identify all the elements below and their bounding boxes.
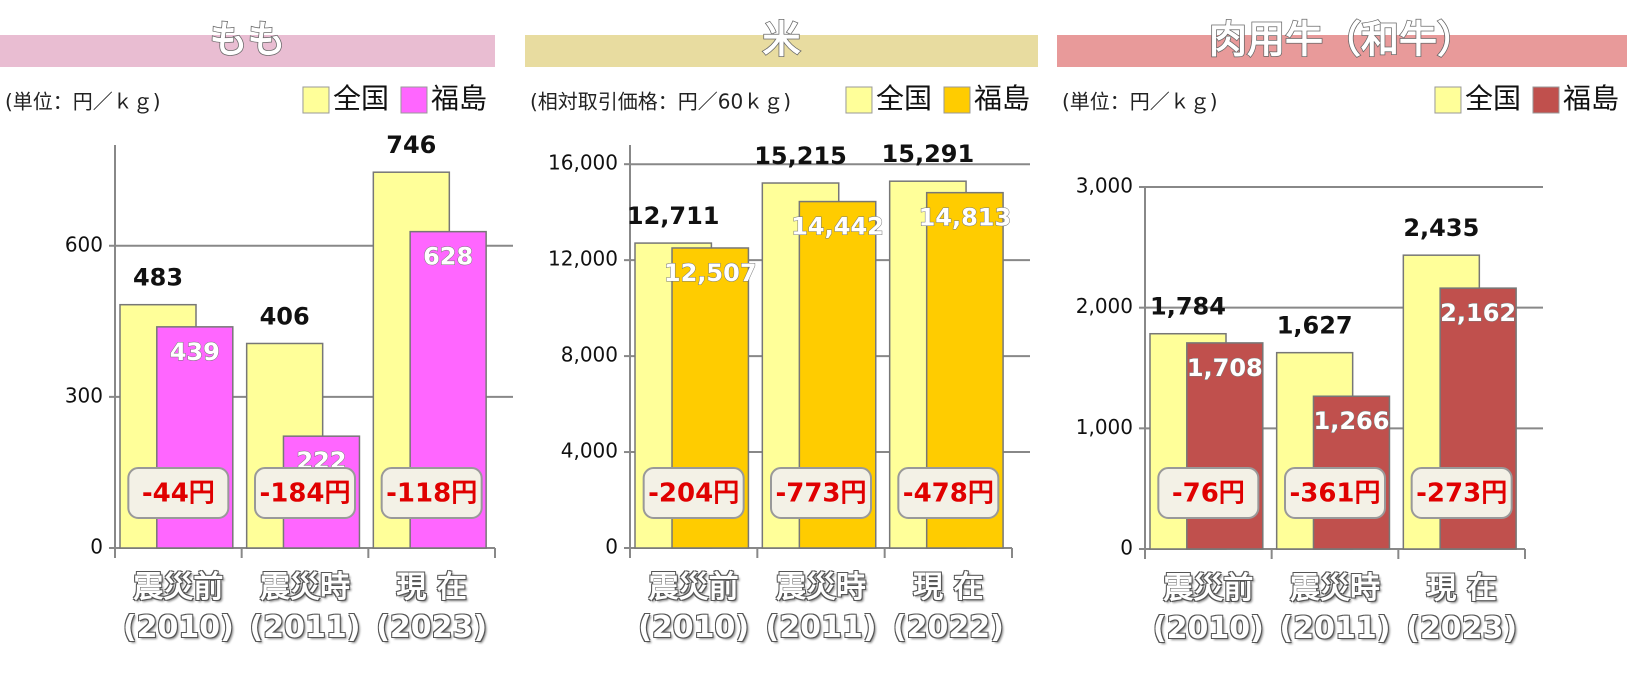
data-label: 1,784 <box>1150 293 1226 321</box>
x-tick-label: 震災前 (2010) <box>122 570 234 645</box>
x-tick-label: 現 在 (2023) <box>1406 571 1518 646</box>
data-label: 1,708 <box>1187 354 1263 382</box>
legend-label: 全国 <box>333 82 389 115</box>
annotation: -478円 <box>903 479 994 509</box>
legend-swatch <box>1434 86 1462 114</box>
y-tick-label: 8,000 <box>561 343 618 367</box>
data-label: 2,162 <box>1440 299 1516 327</box>
legend-label: 福島 <box>431 82 487 115</box>
data-label: 483 <box>133 264 183 292</box>
y-tick-label: 2,000 <box>1076 294 1133 318</box>
title-bar <box>0 35 495 67</box>
data-label: 12,507 <box>664 259 757 287</box>
y-tick-label: 600 <box>65 232 103 256</box>
annotation: -273円 <box>1416 479 1507 509</box>
legend-swatch <box>302 86 330 114</box>
y-tick-label: 0 <box>90 535 103 559</box>
y-tick-label: 1,000 <box>1076 415 1133 439</box>
y-tick-label: 0 <box>1120 536 1133 560</box>
legend-label: 全国 <box>1465 82 1521 115</box>
y-tick-label: 3,000 <box>1076 174 1133 198</box>
annotation: -76円 <box>1172 479 1245 509</box>
y-tick-label: 300 <box>65 383 103 407</box>
title-bar <box>525 35 1038 67</box>
annotation-box <box>380 467 483 519</box>
annotation-box <box>1157 467 1260 519</box>
legend-swatch <box>845 86 873 114</box>
x-tick-label: 震災前 (2010) <box>638 570 750 645</box>
data-label: 15,291 <box>882 140 975 168</box>
annotation: -184円 <box>259 479 350 509</box>
data-label: 15,215 <box>754 142 847 170</box>
annotation: -204円 <box>648 479 739 509</box>
annotation-box <box>897 467 1000 519</box>
annotation-box <box>254 467 356 519</box>
annotation-box <box>1410 467 1513 519</box>
annotation: -118円 <box>386 479 477 509</box>
data-label: 14,813 <box>919 204 1012 232</box>
annotation-box <box>770 467 872 519</box>
data-label: 14,442 <box>791 213 884 241</box>
data-label: 628 <box>423 243 473 271</box>
chart-title: 米 <box>762 18 800 62</box>
annotation-box <box>642 467 745 519</box>
data-label: 406 <box>260 302 310 330</box>
annotation: -361円 <box>1289 479 1380 509</box>
legend-label: 福島 <box>974 82 1030 115</box>
x-tick-label: 震災時 (2011) <box>249 570 361 645</box>
data-label: 439 <box>170 338 220 366</box>
x-tick-label: 現 在 (2022) <box>892 570 1004 645</box>
x-tick-label: 現 在 (2023) <box>376 570 488 645</box>
legend-swatch <box>400 86 428 114</box>
legend-swatch <box>943 86 971 114</box>
annotation: -773円 <box>775 479 866 509</box>
unit-label: (相対取引価格：円／60ｋｇ) <box>530 90 791 114</box>
chart-title: 肉用牛（和牛） <box>1209 18 1475 62</box>
annotation: -44円 <box>142 479 215 509</box>
title-bar <box>1057 35 1627 67</box>
unit-label: (単位：円／ｋｇ) <box>1062 90 1218 114</box>
y-tick-label: 16,000 <box>548 151 618 175</box>
data-label: 1,266 <box>1314 407 1390 435</box>
data-label: 746 <box>386 131 436 159</box>
data-label: 2,435 <box>1403 214 1479 242</box>
annotation-box <box>127 467 230 519</box>
y-tick-label: 4,000 <box>561 439 618 463</box>
data-label: 12,711 <box>627 202 720 230</box>
legend-label: 福島 <box>1563 82 1619 115</box>
annotation-box <box>1284 467 1386 519</box>
legend-label: 全国 <box>876 82 932 115</box>
x-tick-label: 震災時 (2011) <box>1279 571 1391 646</box>
chart-title: もも <box>209 18 285 62</box>
legend-swatch <box>1532 86 1560 114</box>
unit-label: (単位：円／ｋｇ) <box>5 90 161 114</box>
y-tick-label: 0 <box>605 535 618 559</box>
data-label: 1,627 <box>1277 312 1353 340</box>
y-tick-label: 12,000 <box>548 247 618 271</box>
x-tick-label: 震災時 (2011) <box>765 570 877 645</box>
x-tick-label: 震災前 (2010) <box>1152 571 1264 646</box>
